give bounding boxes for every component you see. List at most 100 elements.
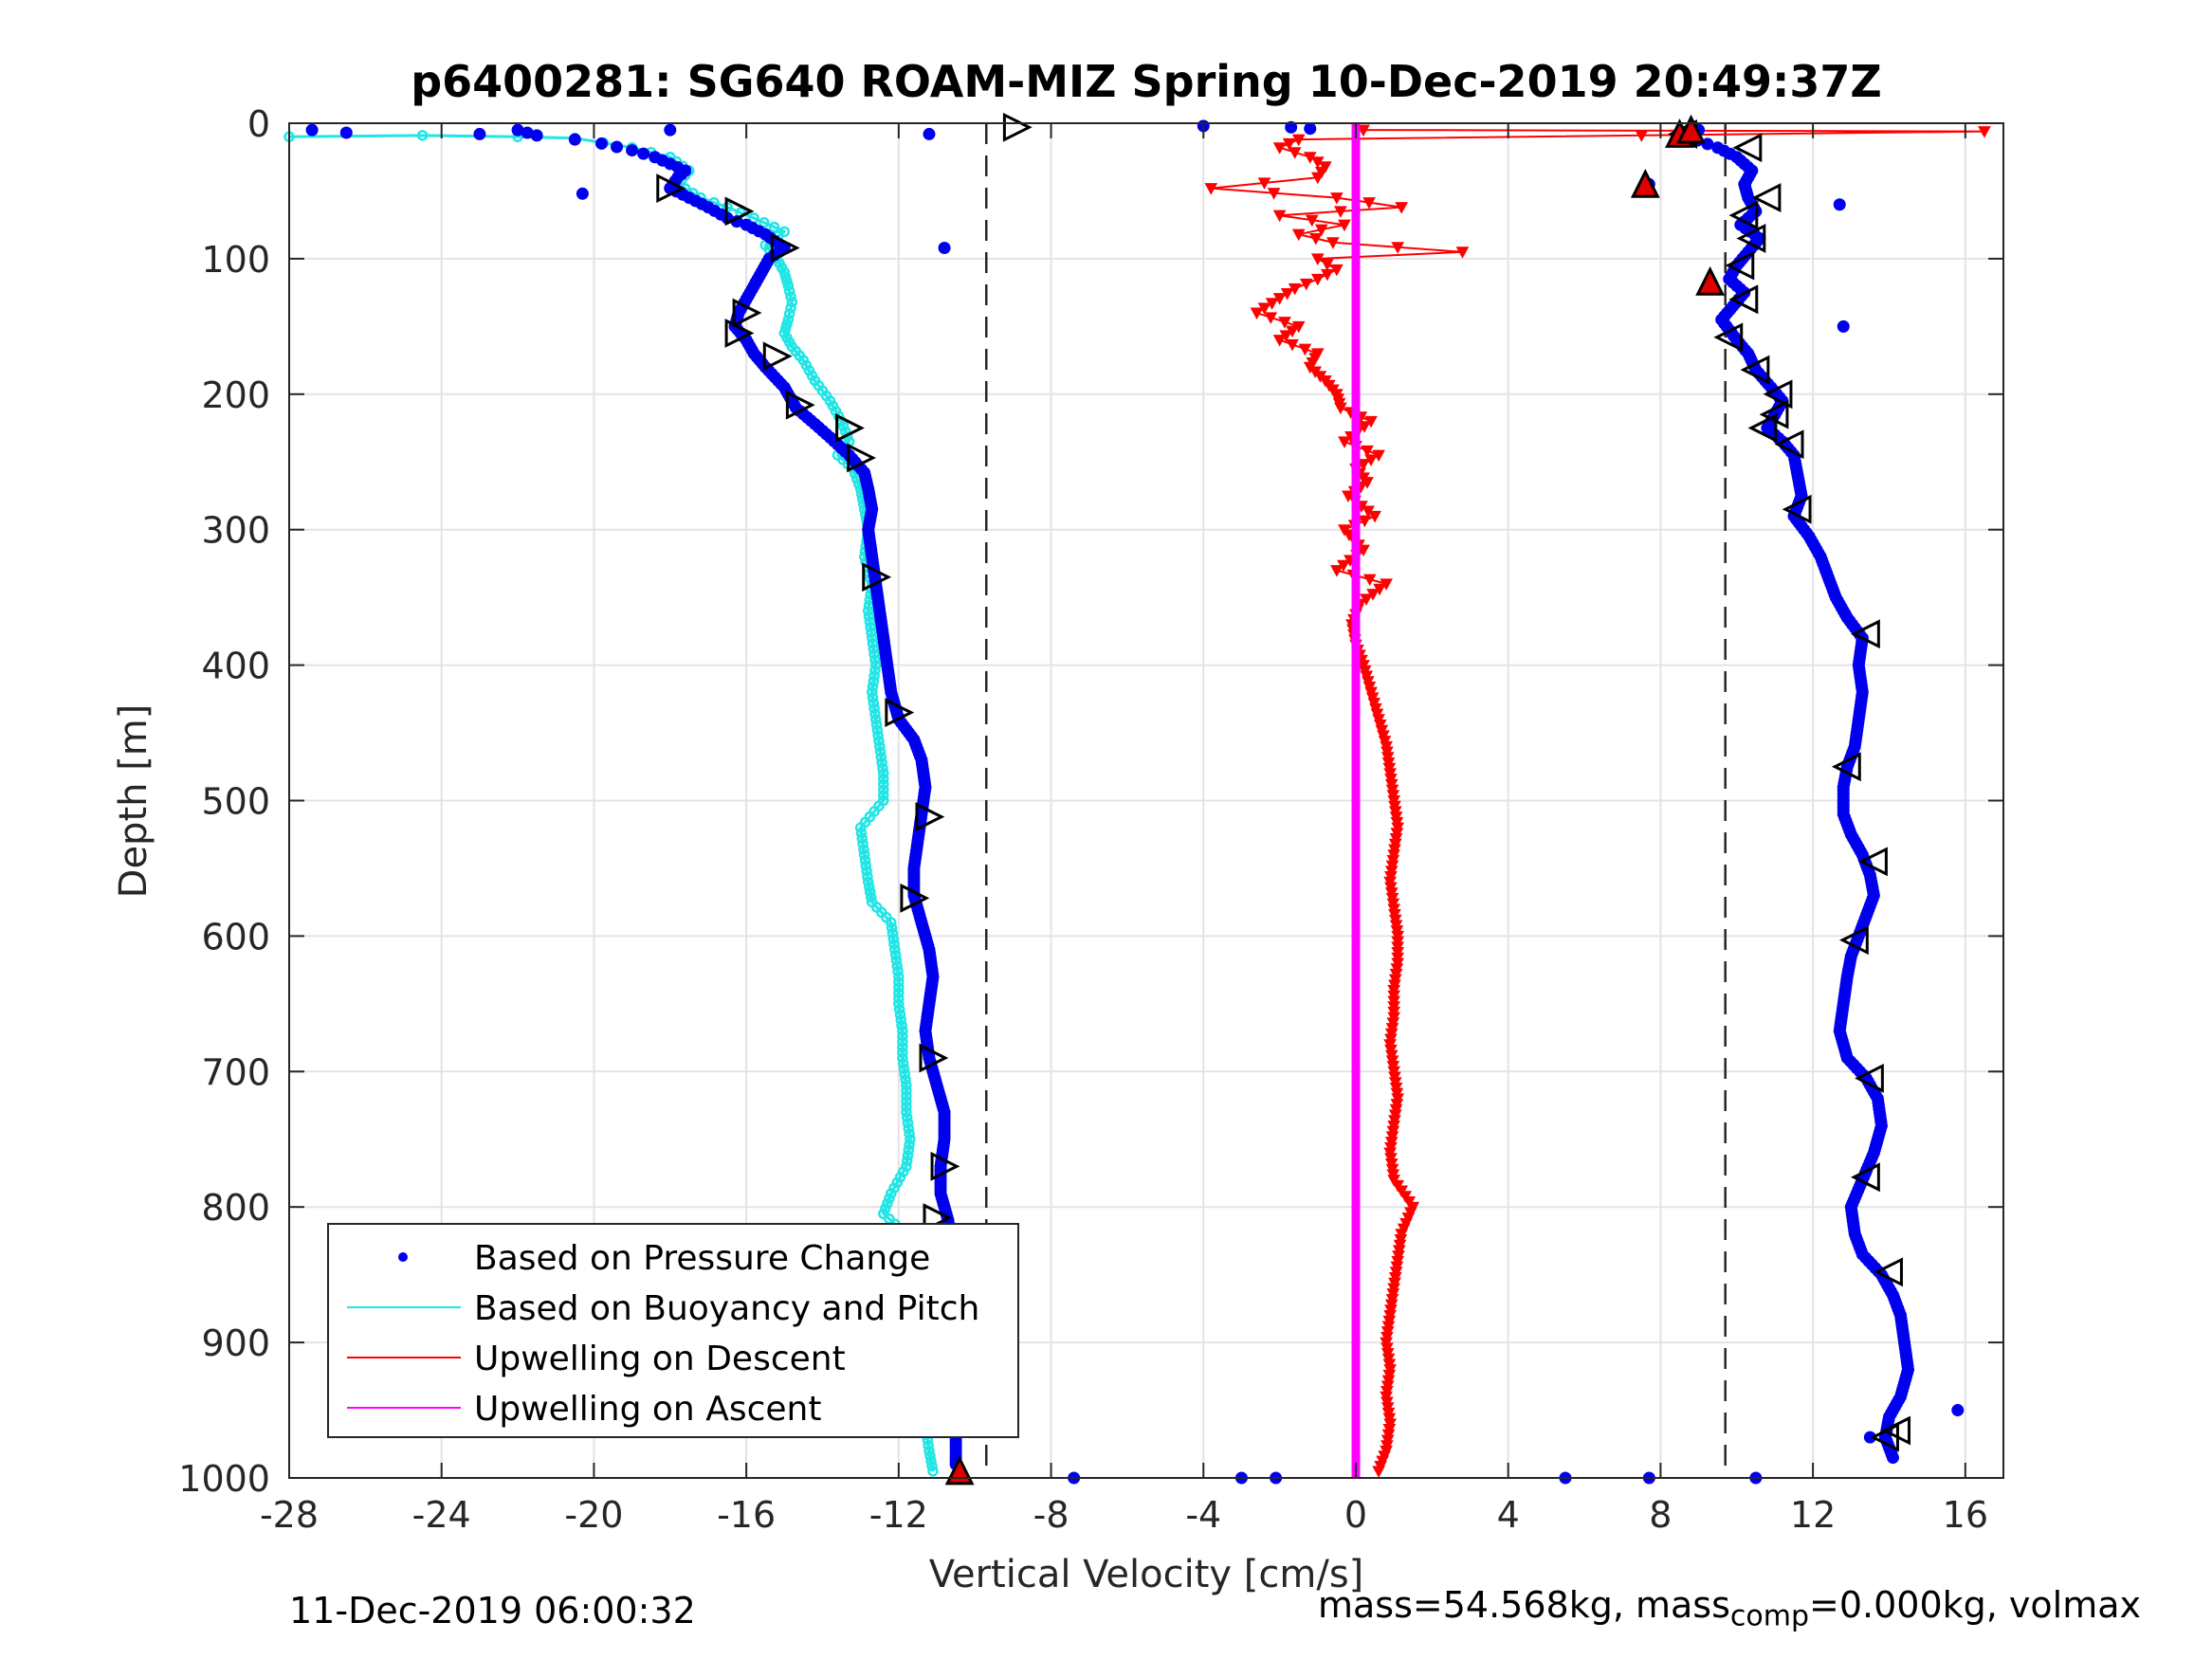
upwelling-descent-point bbox=[1372, 1466, 1385, 1478]
upwelling-descent-point bbox=[1338, 219, 1351, 232]
ascent-triangle-marker bbox=[1763, 379, 1793, 410]
y-tick-label: 300 bbox=[201, 510, 270, 552]
descent-triangle-marker bbox=[847, 443, 877, 473]
pressure-change-outlier bbox=[938, 241, 951, 254]
buoyancy-pitch-point bbox=[865, 891, 877, 903]
buoyancy-pitch-point bbox=[897, 1057, 909, 1069]
y-tick-label: 1000 bbox=[178, 1458, 270, 1500]
buoyancy-pitch-point bbox=[878, 778, 889, 791]
buoyancy-pitch-point bbox=[897, 1052, 908, 1064]
upwelling-descent-point bbox=[1291, 134, 1306, 147]
buoyancy-pitch-point bbox=[782, 280, 795, 292]
ascent-triangle-marker bbox=[1874, 1257, 1903, 1287]
descent-triangle-marker bbox=[762, 341, 793, 372]
buoyancy-pitch-point bbox=[897, 1025, 908, 1037]
buoyancy-pitch-point bbox=[901, 1090, 912, 1102]
buoyancy-pitch-point bbox=[759, 217, 770, 228]
legend-box bbox=[327, 1223, 1019, 1438]
buoyancy-pitch-point bbox=[893, 976, 905, 988]
x-tick-label: 16 bbox=[1943, 1494, 1988, 1536]
x-tick-label: -20 bbox=[564, 1494, 623, 1536]
ascent-triangle-marker bbox=[1751, 183, 1782, 213]
buoyancy-pitch-point bbox=[893, 998, 905, 1010]
upwelling-descent-point bbox=[1278, 317, 1291, 329]
upwelling-descent-point bbox=[1326, 237, 1340, 249]
x-tick-label: -28 bbox=[260, 1494, 319, 1536]
buoyancy-pitch-point bbox=[858, 844, 869, 855]
upwelling-descent-point bbox=[1257, 177, 1271, 190]
ascent-triangle-marker bbox=[1728, 284, 1759, 315]
y-tick-label: 0 bbox=[247, 103, 270, 145]
pressure-change-outlier bbox=[1951, 1404, 1965, 1417]
buoyancy-pitch-point bbox=[871, 724, 884, 736]
legend-label: Based on Buoyancy and Pitch bbox=[474, 1289, 979, 1328]
pressure-change-point bbox=[1886, 1451, 1899, 1465]
y-tick-label: 800 bbox=[201, 1187, 270, 1229]
buoyancy-pitch-point bbox=[896, 1019, 907, 1031]
buoyancy-pitch-point bbox=[897, 1041, 908, 1053]
upwelling-descent-point bbox=[1334, 402, 1347, 415]
ascent-triangle-marker bbox=[1774, 429, 1804, 460]
buoyancy-pitch-point bbox=[859, 854, 871, 866]
buoyancy-pitch-point bbox=[785, 302, 796, 314]
footer-mass-rest: =0.000kg, volmax bbox=[1809, 1584, 2142, 1626]
buoyancy-pitch-point bbox=[869, 654, 881, 665]
buoyancy-pitch-point bbox=[867, 681, 879, 693]
pressure-change-outlier bbox=[664, 123, 677, 137]
pressure-change-outlier bbox=[1285, 120, 1298, 134]
buoyancy-pitch-point bbox=[900, 1074, 911, 1085]
buoyancy-pitch-point bbox=[923, 1439, 934, 1451]
buoyancy-pitch-point bbox=[868, 702, 880, 715]
upwelling-descent-point bbox=[1362, 197, 1376, 210]
x-axis-label: Vertical Velocity [cm/s] bbox=[929, 1553, 1364, 1596]
buoyancy-pitch-point bbox=[902, 1150, 914, 1161]
ascent-triangle-marker bbox=[1747, 413, 1778, 443]
data-layer bbox=[283, 112, 1991, 1486]
buoyancy-pitch-point bbox=[890, 955, 903, 966]
descent-triangle-marker bbox=[785, 390, 815, 420]
descent-triangle-marker bbox=[732, 298, 762, 328]
ascent-triangle-marker bbox=[1858, 847, 1888, 877]
y-tick-label: 200 bbox=[201, 374, 270, 416]
descent-triangle-marker bbox=[915, 802, 945, 832]
pressure-change-point bbox=[473, 127, 486, 140]
y-axis-label: Depth [m] bbox=[112, 704, 155, 899]
descent-triangle-marker bbox=[930, 1151, 960, 1181]
upwelling-descent-point bbox=[1291, 228, 1306, 242]
pressure-change-outlier bbox=[576, 187, 589, 200]
x-tick-label: -16 bbox=[717, 1494, 776, 1536]
buoyancy-pitch-point bbox=[865, 621, 876, 633]
buoyancy-pitch-point bbox=[886, 922, 898, 934]
buoyancy-pitch-point bbox=[877, 762, 888, 774]
buoyancy-pitch-point bbox=[868, 697, 880, 709]
buoyancy-pitch-point bbox=[856, 832, 868, 845]
descent-triangle-marker bbox=[724, 319, 755, 348]
buoyancy-pitch-point bbox=[863, 881, 875, 893]
pressure-change-point bbox=[511, 123, 524, 137]
buoyancy-pitch-point bbox=[783, 308, 795, 319]
buoyancy-pitch-point bbox=[861, 866, 872, 877]
buoyancy-pitch-point bbox=[904, 1128, 915, 1139]
buoyancy-pitch-point bbox=[868, 643, 880, 655]
buoyancy-pitch-point bbox=[870, 719, 883, 731]
descent-triangle-marker bbox=[919, 1043, 949, 1073]
footer-mass-subscript: comp bbox=[1729, 1599, 1810, 1633]
buoyancy-pitch-point bbox=[866, 632, 878, 644]
buoyancy-pitch-point bbox=[858, 848, 870, 861]
legend-label: Based on Pressure Change bbox=[474, 1239, 930, 1278]
upwelling-descent-point bbox=[1286, 338, 1299, 352]
ascent-triangle-marker bbox=[1831, 752, 1861, 782]
upwelling-descent-point bbox=[1338, 436, 1351, 448]
upwelling-descent-point bbox=[1320, 268, 1334, 282]
buoyancy-pitch-point bbox=[897, 1047, 908, 1059]
x-tick-label: -8 bbox=[1033, 1494, 1069, 1536]
y-tick-label: 700 bbox=[201, 1051, 270, 1093]
upwelling-descent-point bbox=[1267, 188, 1281, 200]
buoyancy-pitch-point bbox=[868, 675, 880, 687]
pressure-change-point bbox=[626, 144, 639, 157]
upwelling-descent-point bbox=[1330, 192, 1344, 205]
upwelling-descent-point bbox=[1330, 565, 1344, 577]
buoyancy-pitch-point bbox=[926, 1460, 938, 1472]
x-tick-label: 8 bbox=[1649, 1494, 1672, 1536]
